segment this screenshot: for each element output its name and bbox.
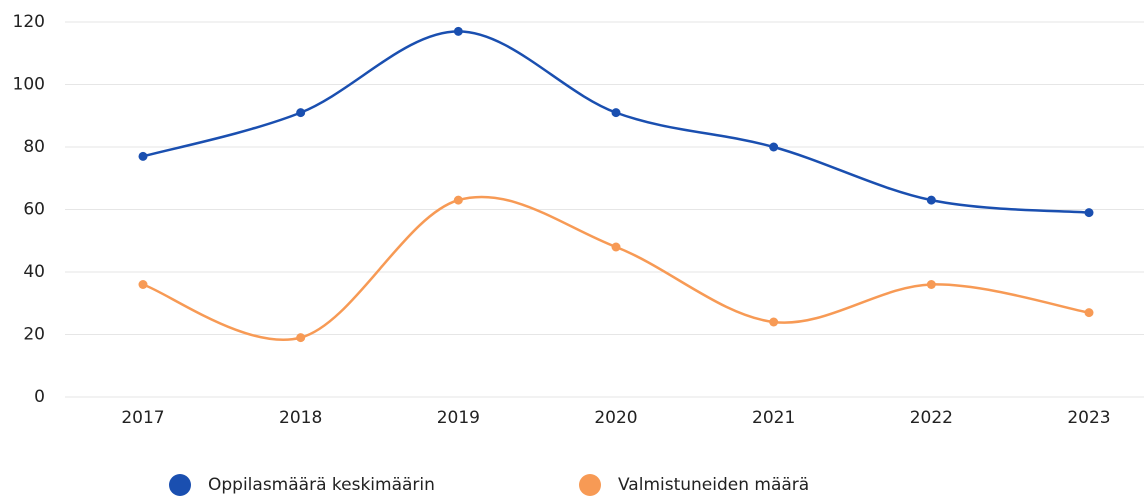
data-point bbox=[453, 195, 463, 205]
data-point bbox=[296, 333, 306, 343]
y-tick-label: 100 bbox=[13, 75, 45, 95]
y-tick-label: 120 bbox=[13, 12, 45, 32]
y-tick-label: 60 bbox=[23, 200, 45, 220]
data-point bbox=[1084, 208, 1094, 218]
data-point bbox=[1084, 308, 1094, 318]
legend-swatch bbox=[169, 474, 191, 496]
data-point bbox=[611, 242, 621, 252]
data-point bbox=[296, 108, 306, 118]
y-tick-label: 20 bbox=[23, 325, 45, 345]
data-point bbox=[453, 26, 463, 36]
x-tick-label: 2018 bbox=[279, 408, 322, 428]
data-point bbox=[926, 195, 936, 205]
data-point bbox=[138, 280, 148, 289]
series-line bbox=[142, 195, 1090, 341]
data-point bbox=[769, 317, 779, 327]
y-tick-label: 40 bbox=[23, 262, 45, 282]
x-tick-label: 2017 bbox=[121, 408, 164, 428]
legend-label: Oppilasmäärä keskimäärin bbox=[208, 475, 435, 495]
legend-label: Valmistuneiden määrä bbox=[618, 475, 809, 495]
y-tick-label: 80 bbox=[23, 137, 45, 157]
x-tick-label: 2020 bbox=[594, 408, 637, 428]
x-tick-label: 2023 bbox=[1067, 408, 1110, 428]
data-point bbox=[611, 108, 621, 118]
x-tick-label: 2022 bbox=[910, 408, 953, 428]
series-line bbox=[142, 30, 1090, 214]
legend-swatch bbox=[579, 474, 601, 496]
x-tick-label: 2021 bbox=[752, 408, 795, 428]
data-point bbox=[926, 280, 936, 289]
data-point bbox=[138, 151, 148, 161]
x-tick-label: 2019 bbox=[437, 408, 480, 428]
data-point bbox=[769, 142, 779, 152]
y-tick-label: 0 bbox=[34, 387, 45, 407]
